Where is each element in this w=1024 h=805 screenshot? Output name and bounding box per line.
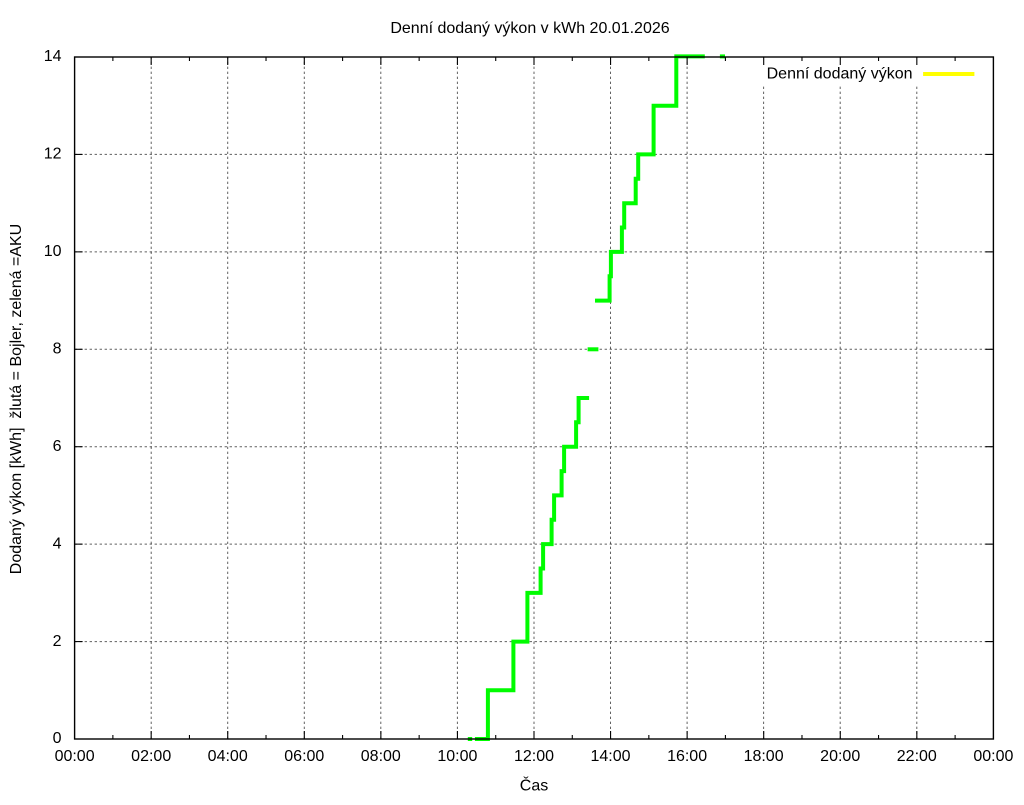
svg-text:20:00: 20:00: [820, 748, 860, 765]
svg-text:00:00: 00:00: [973, 748, 1013, 765]
svg-text:06:00: 06:00: [284, 748, 324, 765]
svg-text:Denní dodaný výkon: Denní dodaný výkon: [767, 66, 913, 83]
svg-text:Dodaný výkon [kWh] žlutá = Bo: Dodaný výkon [kWh] žlutá = Bojler, zelen…: [8, 224, 25, 574]
svg-text:08:00: 08:00: [361, 748, 401, 765]
svg-text:2: 2: [53, 633, 62, 650]
svg-text:Čas: Čas: [520, 776, 548, 795]
svg-text:14: 14: [44, 48, 62, 65]
svg-text:18:00: 18:00: [744, 748, 784, 765]
svg-text:14:00: 14:00: [590, 748, 630, 765]
svg-text:02:00: 02:00: [131, 748, 171, 765]
svg-text:10: 10: [44, 243, 62, 260]
svg-text:22:00: 22:00: [897, 748, 937, 765]
svg-text:Denní dodaný výkon v kWh 20.01: Denní dodaný výkon v kWh 20.01.2026: [390, 20, 669, 37]
svg-text:0: 0: [53, 730, 62, 747]
svg-text:6: 6: [53, 438, 62, 455]
svg-text:16:00: 16:00: [667, 748, 707, 765]
svg-text:10:00: 10:00: [437, 748, 477, 765]
svg-text:8: 8: [53, 341, 62, 358]
svg-text:12: 12: [44, 146, 62, 163]
svg-text:4: 4: [53, 535, 62, 552]
svg-text:00:00: 00:00: [55, 748, 95, 765]
svg-text:04:00: 04:00: [208, 748, 248, 765]
svg-text:12:00: 12:00: [514, 748, 554, 765]
